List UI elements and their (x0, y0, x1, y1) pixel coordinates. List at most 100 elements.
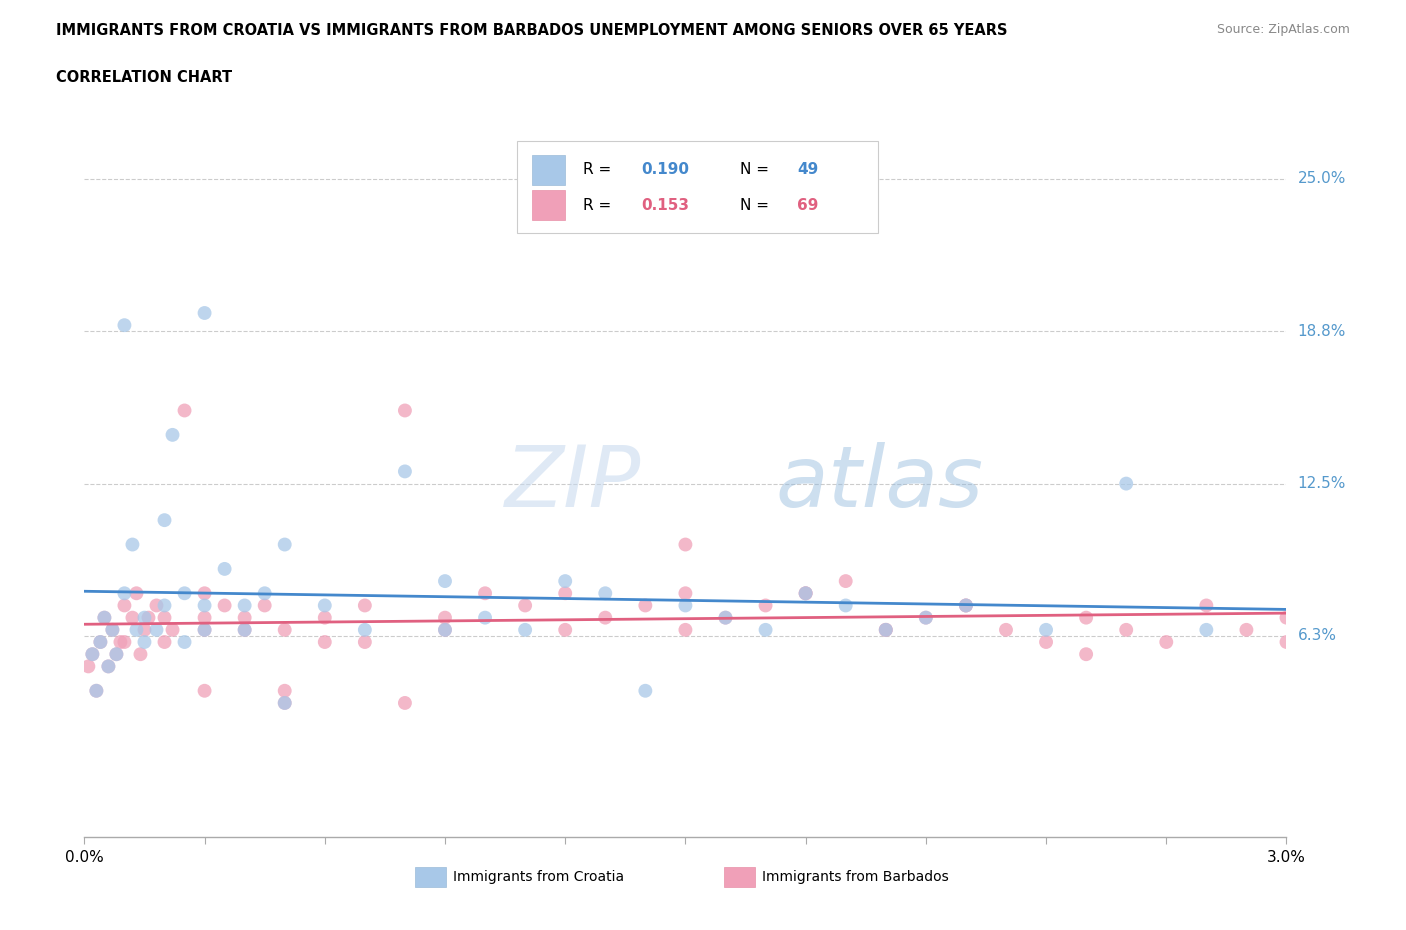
Point (89, 634, 111, 649)
Point (474, 586, 496, 601)
Point (675, 598, 697, 613)
Point (194, 622, 217, 637)
Point (233, 598, 256, 613)
Point (114, 318, 135, 333)
Point (114, 598, 135, 613)
Point (875, 622, 897, 637)
Point (145, 622, 167, 637)
Text: R =: R = (583, 162, 616, 178)
Point (97, 659, 120, 674)
Point (595, 586, 617, 601)
Point (915, 610, 938, 625)
Text: N =: N = (740, 162, 773, 178)
Point (354, 634, 377, 649)
Point (1076, 646, 1098, 661)
Text: R =: R = (583, 197, 616, 213)
Point (153, 634, 176, 649)
Point (634, 684, 657, 698)
Point (121, 610, 143, 625)
Point (233, 622, 256, 637)
Point (125, 586, 148, 601)
Point (82, 646, 104, 661)
Point (105, 646, 128, 661)
Point (1275, 610, 1298, 625)
Point (274, 538, 297, 552)
Point (794, 586, 817, 601)
Point (675, 538, 697, 552)
Point (314, 598, 336, 613)
Point (110, 634, 132, 649)
Point (595, 610, 617, 625)
Point (105, 646, 128, 661)
Point (794, 586, 817, 601)
Point (173, 634, 195, 649)
Text: CORRELATION CHART: CORRELATION CHART (56, 70, 232, 85)
Point (1076, 610, 1098, 625)
Point (134, 610, 156, 625)
Point (474, 610, 496, 625)
Point (835, 598, 858, 613)
Bar (531, 155, 565, 185)
Point (675, 622, 697, 637)
Text: IMMIGRANTS FROM CROATIA VS IMMIGRANTS FROM BARBADOS UNEMPLOYMENT AMONG SENIORS O: IMMIGRANTS FROM CROATIA VS IMMIGRANTS FR… (56, 23, 1008, 38)
Point (153, 598, 176, 613)
Point (434, 622, 457, 637)
Point (138, 610, 160, 625)
Point (755, 622, 778, 637)
Point (114, 586, 135, 601)
Point (794, 586, 817, 601)
Text: N =: N = (740, 197, 773, 213)
Point (89, 634, 111, 649)
Text: Source: ZipAtlas.com: Source: ZipAtlas.com (1216, 23, 1350, 36)
Point (995, 622, 1018, 637)
Point (394, 403, 416, 418)
Point (875, 622, 897, 637)
Point (253, 598, 276, 613)
Point (755, 598, 778, 613)
Point (145, 598, 167, 613)
Text: 69: 69 (797, 197, 818, 213)
Point (233, 610, 256, 625)
Point (955, 598, 977, 613)
Point (515, 622, 537, 637)
Point (714, 610, 737, 625)
Point (125, 622, 148, 637)
Point (173, 403, 195, 418)
Point (1275, 634, 1298, 649)
Point (554, 574, 576, 589)
Point (162, 622, 184, 637)
Point (162, 428, 184, 443)
Point (1115, 476, 1137, 491)
Text: 18.8%: 18.8% (1298, 324, 1346, 339)
Point (1195, 598, 1218, 613)
Text: 25.0%: 25.0% (1298, 171, 1346, 186)
Point (314, 610, 336, 625)
Point (394, 696, 416, 711)
Point (875, 622, 897, 637)
Point (1115, 622, 1137, 637)
Point (194, 306, 217, 321)
Point (554, 622, 576, 637)
Point (194, 598, 217, 613)
Point (434, 574, 457, 589)
Point (274, 696, 297, 711)
Point (274, 696, 297, 711)
Point (82, 646, 104, 661)
Point (93, 610, 115, 625)
Point (214, 598, 236, 613)
Point (194, 586, 217, 601)
Point (835, 574, 858, 589)
Text: Immigrants from Barbados: Immigrants from Barbados (762, 870, 949, 884)
Point (129, 646, 152, 661)
Point (97, 659, 120, 674)
Point (714, 610, 737, 625)
Point (354, 622, 377, 637)
Text: ZIP: ZIP (505, 442, 641, 525)
Text: 0.153: 0.153 (641, 197, 689, 213)
Point (173, 586, 195, 601)
Point (134, 634, 156, 649)
Point (274, 622, 297, 637)
Point (434, 622, 457, 637)
Point (93, 610, 115, 625)
Point (394, 464, 416, 479)
